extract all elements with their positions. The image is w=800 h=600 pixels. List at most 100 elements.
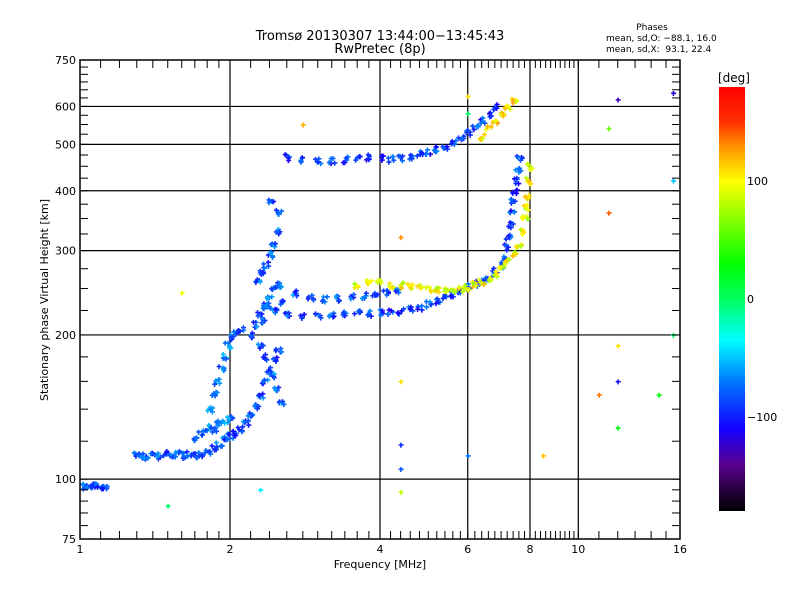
data-point [257,279,263,285]
data-point [271,357,277,363]
data-point [400,153,406,159]
data-point [215,418,221,424]
plot-frame [79,59,681,540]
data-point [525,216,531,222]
data-point [379,157,385,163]
data-point [214,429,220,435]
data-point [348,296,354,302]
data-point [218,420,224,426]
data-point [396,153,402,159]
data-point [504,247,510,253]
data-point [385,311,391,317]
data-point [408,152,414,158]
data-point [262,318,268,324]
phase-stats-x: mean, sd,X: 93.1, 22.4 [606,45,712,55]
data-point [220,418,226,424]
data-point [504,242,510,248]
data-point [313,157,319,163]
data-point [305,296,311,302]
data-point [517,166,523,172]
data-point [478,117,484,123]
data-point [507,232,513,238]
data-point [508,225,514,231]
data-point [82,484,88,490]
data-point [525,161,531,167]
data-point [401,306,407,312]
y-tick-label: 600 [55,100,76,113]
data-point [257,394,263,400]
data-point [398,467,404,473]
data-point [483,127,489,133]
data-point [259,272,265,278]
data-point [191,452,197,458]
data-point [203,427,209,433]
colorbar-label: [deg] [718,71,750,85]
data-point [484,123,490,129]
data-point [514,153,520,159]
data-point [398,379,404,385]
x-tick-label: 8 [527,543,534,556]
data-point [415,283,421,289]
data-point [514,187,520,193]
data-point [476,277,482,283]
data-point [596,392,602,398]
data-point [470,123,476,129]
data-point [405,281,411,287]
data-point [359,296,365,302]
axis-ticks [80,60,680,539]
data-point [435,296,441,302]
data-point [513,167,519,173]
data-point [390,154,396,160]
data-point [486,278,492,284]
data-point [145,455,151,461]
data-point [330,314,336,320]
data-point [541,453,547,459]
data-point [368,313,374,319]
data-point [320,298,326,304]
data-point [300,122,306,128]
data-point [328,161,334,167]
data-point [265,377,271,383]
data-point [220,435,226,441]
data-point [285,155,291,161]
data-point [465,127,471,133]
data-point [136,452,142,458]
data-point [292,289,298,295]
data-point [510,97,516,103]
data-point [241,328,247,334]
data-point [515,154,521,160]
data-point [251,319,257,325]
data-point [266,197,272,203]
data-point [255,277,261,283]
data-point [315,159,321,165]
data-point [358,309,364,315]
data-point [452,289,458,295]
data-point [671,178,677,184]
data-point [473,283,479,289]
x-axis-label: Frequency [MHz] [334,558,426,571]
data-point [510,253,516,259]
data-point [352,281,358,287]
data-point [332,160,338,166]
data-point [513,251,519,257]
data-point [522,194,528,200]
data-point [369,278,375,284]
data-point [140,451,146,457]
data-point [241,419,247,425]
data-point [514,244,520,250]
data-point [276,227,282,233]
data-point [482,132,488,138]
data-point [322,299,328,305]
data-point [375,278,381,284]
data-point [265,260,271,266]
data-point [384,292,390,298]
data-point [239,429,245,435]
data-point [396,290,402,296]
data-point [173,449,179,455]
data-point [210,429,216,435]
data-point [388,308,394,314]
data-point [164,448,170,454]
data-point [209,443,215,449]
data-point [373,292,379,298]
data-point [433,288,439,294]
